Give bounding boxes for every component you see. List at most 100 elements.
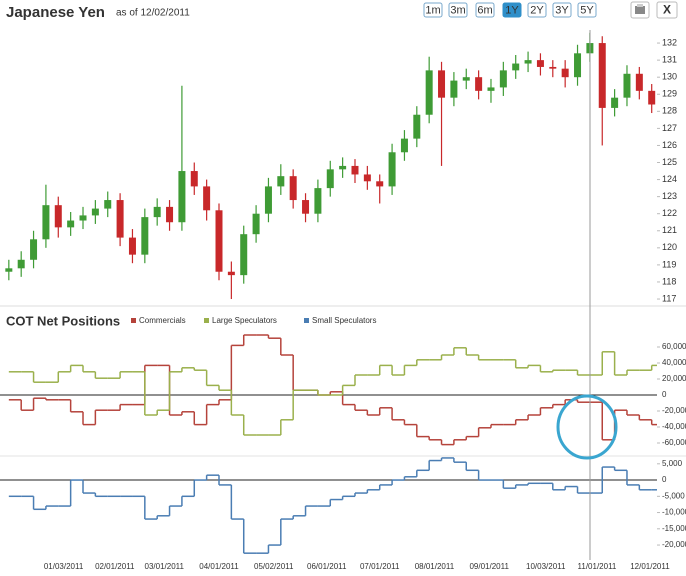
- legend-swatch: [131, 318, 136, 323]
- x-tick-label: 01/03/2011: [44, 562, 84, 571]
- chart-title: Japanese Yen: [6, 4, 105, 21]
- candle-body: [635, 73, 643, 91]
- candle-body: [5, 268, 13, 272]
- y-tick-label: 125: [662, 157, 677, 167]
- candle-body: [30, 239, 38, 260]
- candle-body: [499, 70, 507, 88]
- y-tick-label: -5,000: [662, 491, 685, 500]
- candle-body: [277, 176, 285, 187]
- y-tick-label: 126: [662, 140, 677, 150]
- y-tick-label: -10,000: [662, 508, 686, 517]
- x-tick-label: 04/01/2011: [199, 562, 239, 571]
- range-button[interactable]: [552, 2, 572, 18]
- range-button[interactable]: [448, 2, 468, 18]
- x-tick-label: 10/03/2011: [526, 562, 566, 571]
- chart-subtitle: as of 12/02/2011: [116, 8, 190, 19]
- candle-body: [289, 176, 297, 201]
- candle-body: [400, 138, 408, 153]
- y-tick-label: 122: [662, 208, 677, 218]
- cot-title: COT Net Positions: [6, 313, 120, 328]
- y-tick-label: 117: [662, 293, 676, 303]
- candle-body: [314, 188, 322, 214]
- candle-body: [116, 200, 124, 238]
- close-frame[interactable]: [656, 1, 678, 19]
- y-tick-label: 130: [662, 72, 677, 82]
- range-button[interactable]: [423, 2, 443, 18]
- candle-body: [67, 220, 75, 228]
- candle-body: [351, 165, 359, 175]
- legend-swatch: [204, 318, 209, 323]
- range-label: 2Y: [530, 4, 544, 16]
- candle-body: [561, 68, 569, 78]
- candle-body: [178, 171, 186, 223]
- candle-body: [54, 205, 62, 228]
- x-tick-label: 03/01/2011: [145, 562, 185, 571]
- candle-body: [240, 234, 248, 276]
- range-label: 3Y: [555, 4, 569, 16]
- x-tick-label: 05/02/2011: [254, 562, 294, 571]
- range-button[interactable]: [502, 2, 522, 18]
- y-tick-label: 127: [662, 123, 677, 133]
- y-tick-label: 129: [662, 89, 677, 99]
- candle-body: [611, 97, 619, 108]
- y-tick-label: -60,000: [662, 438, 686, 447]
- candle-body: [252, 213, 260, 235]
- candle-body: [326, 169, 334, 189]
- candle-body: [598, 43, 606, 108]
- candle-body: [363, 174, 371, 182]
- y-tick-label: 123: [662, 191, 677, 201]
- candle-body: [91, 208, 99, 216]
- y-tick-label: 128: [662, 106, 677, 116]
- range-button[interactable]: [577, 2, 597, 18]
- candle-body: [475, 77, 483, 91]
- candle-body: [264, 186, 272, 214]
- candle-body: [487, 87, 495, 91]
- candle-body: [438, 70, 446, 98]
- candle-body: [388, 152, 396, 187]
- close-button[interactable]: X: [656, 1, 678, 19]
- y-tick-label: 121: [662, 225, 677, 235]
- print-button[interactable]: [630, 1, 650, 19]
- legend-label: Commercials: [139, 316, 186, 325]
- candle-body: [153, 206, 161, 218]
- highlight-circle: [556, 394, 618, 460]
- range-label: 1m: [425, 4, 440, 16]
- candle-body: [227, 271, 235, 276]
- print-paper: [637, 4, 643, 7]
- candle-body: [524, 60, 532, 64]
- candle-body: [549, 66, 557, 69]
- range-button[interactable]: [475, 2, 495, 18]
- candle-body: [339, 165, 347, 170]
- range-label: 1Y: [505, 4, 519, 16]
- y-tick-label: 0: [662, 475, 667, 484]
- y-tick-label: 124: [662, 174, 677, 184]
- y-tick-label: 120: [662, 242, 677, 252]
- candle-body: [512, 63, 520, 71]
- range-button[interactable]: [527, 2, 547, 18]
- range-label: 5Y: [580, 4, 594, 16]
- candle-body: [42, 205, 50, 240]
- candle-body: [141, 217, 149, 255]
- candle-body: [425, 70, 433, 115]
- range-label: 6m: [477, 4, 492, 16]
- x-tick-label: 12/01/2011: [630, 562, 670, 571]
- close-label: X: [663, 3, 671, 17]
- candle-body: [128, 237, 136, 255]
- x-tick-label: 07/01/2011: [360, 562, 400, 571]
- range-label: 3m: [450, 4, 465, 16]
- y-tick-label: 118: [662, 276, 676, 286]
- candle-body: [574, 53, 582, 78]
- y-tick-label: 40,000: [662, 358, 686, 367]
- y-tick-label: 119: [662, 259, 676, 269]
- candle-body: [450, 80, 458, 98]
- y-tick-label: 0: [662, 390, 667, 399]
- x-tick-label: 11/01/2011: [578, 562, 617, 571]
- candle-body: [623, 73, 631, 98]
- candle-body: [104, 200, 112, 209]
- y-tick-label: 20,000: [662, 374, 686, 383]
- x-tick-label: 02/01/2011: [95, 562, 135, 571]
- plot-area: 117 118 119 120 121 122 123 124 125 126 127 128 129 1…: [0, 32, 686, 571]
- candle-body: [302, 200, 310, 214]
